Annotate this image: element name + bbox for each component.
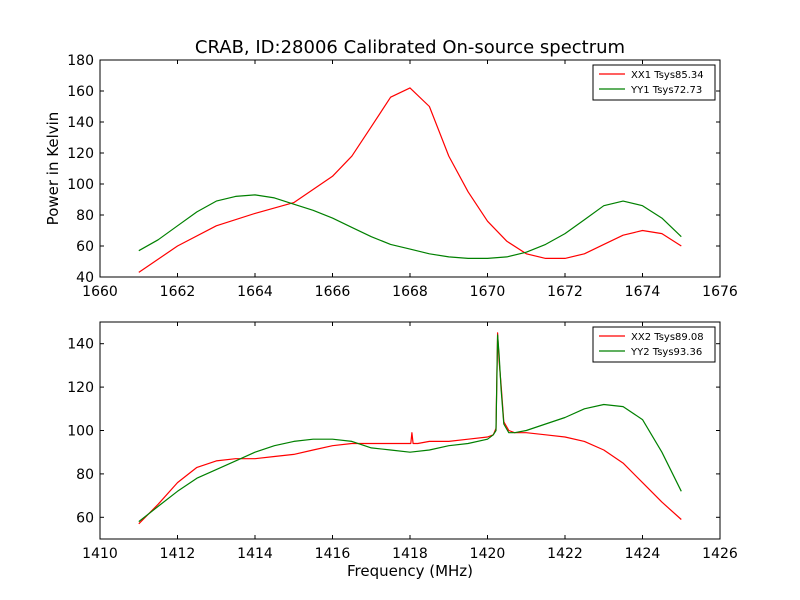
y-tick-label: 180: [67, 53, 94, 69]
y-tick-label: 120: [67, 380, 94, 396]
x-tick-label: 1412: [160, 546, 196, 562]
y-tick-label: 40: [76, 270, 94, 286]
y-tick-label: 80: [76, 208, 94, 224]
y-tick-label: 60: [76, 239, 94, 255]
y-tick-label: 160: [67, 84, 94, 100]
x-tick-label: 1660: [82, 284, 118, 300]
x-tick-label: 1420: [470, 546, 506, 562]
x-tick-label: 1416: [315, 546, 351, 562]
legend-entry: YY2 Tsys93.36: [630, 347, 702, 358]
x-tick-label: 1424: [625, 546, 661, 562]
series-line-xx2: [138, 332, 682, 525]
x-tick-label: 1418: [392, 546, 428, 562]
chart-title: CRAB, ID:28006 Calibrated On-source spec…: [195, 37, 625, 58]
y-tick-label: 80: [76, 467, 94, 483]
top-panel: 1660 1662 1664 1666 1668 1670 1672 1674 1676 40 60…: [44, 53, 738, 300]
legend-box: [592, 326, 716, 363]
legend: XX1 Tsys85.34 YY1 Tsys72.73: [592, 64, 716, 101]
x-tick-label: 1666: [315, 284, 351, 300]
x-axis-label: Frequency (MHz): [347, 562, 473, 580]
legend-box: [592, 64, 716, 101]
y-tick-label: 100: [67, 177, 94, 193]
y-tick-label: 120: [67, 146, 94, 162]
y-tick-label: 100: [67, 424, 94, 440]
bottom-panel: 1410 1412 1414 1416 1418 1420 1422 1424 1426 60 80…: [67, 321, 738, 580]
x-tick-label: 1674: [625, 284, 661, 300]
x-tick-label: 1414: [237, 546, 273, 562]
x-tick-label: 1410: [82, 546, 118, 562]
legend-entry: XX1 Tsys85.34: [631, 70, 704, 81]
x-tick-label: 1426: [702, 546, 738, 562]
legend-entry: YY1 Tsys72.73: [630, 85, 702, 96]
legend: XX2 Tsys89.08 YY2 Tsys93.36: [592, 326, 716, 363]
x-tick-label: 1672: [547, 284, 583, 300]
y-axis-label: Power in Kelvin: [44, 112, 62, 226]
series-line-xx1: [138, 87, 682, 273]
x-tick-label: 1668: [392, 284, 428, 300]
x-tick-label: 1664: [237, 284, 273, 300]
x-tick-label: 1670: [470, 284, 506, 300]
x-tick-label: 1422: [547, 546, 583, 562]
x-tick-label: 1662: [160, 284, 196, 300]
y-tick-label: 140: [67, 115, 94, 131]
legend-entry: XX2 Tsys89.08: [631, 332, 704, 343]
series-line-yy1: [138, 194, 682, 259]
x-tick-label: 1676: [702, 284, 738, 300]
y-tick-label: 140: [67, 337, 94, 353]
series-line-yy2: [138, 334, 682, 523]
y-tick-label: 60: [76, 510, 94, 526]
